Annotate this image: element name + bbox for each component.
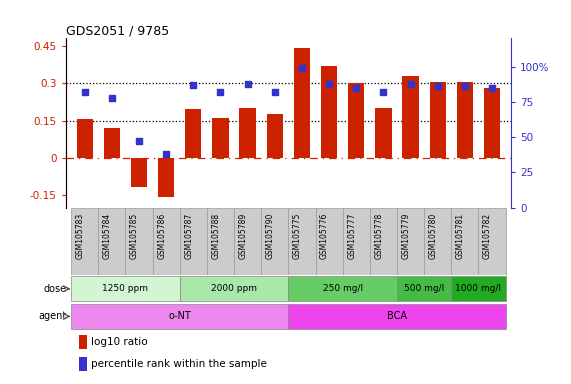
Bar [239, 108, 256, 158]
Point [134, 138, 143, 144]
Bar [98, 208, 126, 275]
Bar [397, 276, 451, 301]
Text: GSM105783: GSM105783 [76, 213, 85, 259]
Point [80, 89, 89, 95]
Text: GSM105787: GSM105787 [184, 213, 194, 259]
Bar [343, 208, 370, 275]
Point [460, 83, 469, 89]
Text: GSM105778: GSM105778 [375, 213, 383, 259]
Bar [79, 335, 87, 349]
Point [433, 83, 443, 89]
Bar [424, 208, 451, 275]
Point [189, 82, 198, 88]
Bar [321, 66, 337, 158]
Point [270, 89, 279, 95]
Bar [451, 276, 505, 301]
Bar [457, 82, 473, 158]
Text: 1250 ppm: 1250 ppm [102, 284, 148, 293]
Bar [403, 76, 419, 158]
Bar [71, 304, 288, 329]
Text: log10 ratio: log10 ratio [91, 337, 147, 347]
Point [297, 65, 307, 71]
Bar [131, 158, 147, 187]
Bar [77, 119, 93, 158]
Bar [180, 276, 288, 301]
Point [488, 85, 497, 91]
Point [216, 89, 225, 95]
Point [107, 94, 116, 101]
Text: GSM105777: GSM105777 [347, 213, 356, 260]
Text: 500 mg/l: 500 mg/l [404, 284, 444, 293]
Text: GSM105788: GSM105788 [211, 213, 220, 259]
Bar [152, 208, 180, 275]
Point [352, 85, 361, 91]
Point [406, 81, 415, 87]
Text: GSM105781: GSM105781 [456, 213, 465, 259]
Text: GSM105785: GSM105785 [130, 213, 139, 259]
Text: percentile rank within the sample: percentile rank within the sample [91, 359, 267, 369]
Text: 2000 ppm: 2000 ppm [211, 284, 257, 293]
Bar [71, 276, 180, 301]
Bar [261, 208, 288, 275]
Bar [267, 114, 283, 158]
Text: GSM105776: GSM105776 [320, 213, 329, 260]
Text: o-NT: o-NT [168, 311, 191, 321]
Text: dose: dose [43, 284, 66, 294]
Text: 1000 mg/l: 1000 mg/l [456, 284, 501, 293]
Bar [71, 208, 98, 275]
Text: BCA: BCA [387, 311, 407, 321]
Text: agent: agent [38, 311, 66, 321]
Bar [397, 208, 424, 275]
Bar [212, 118, 228, 158]
Bar [429, 82, 446, 158]
Bar [294, 48, 310, 158]
Text: 250 mg/l: 250 mg/l [323, 284, 363, 293]
Text: GSM105780: GSM105780 [429, 213, 438, 259]
Point [243, 81, 252, 87]
Text: GDS2051 / 9785: GDS2051 / 9785 [66, 24, 169, 37]
Bar [104, 128, 120, 158]
Bar [158, 158, 174, 197]
Bar [288, 208, 316, 275]
Bar [207, 208, 234, 275]
Bar [288, 304, 505, 329]
Bar [79, 357, 87, 371]
Bar [185, 109, 202, 158]
Text: GSM105789: GSM105789 [239, 213, 248, 259]
Point [379, 89, 388, 95]
Bar [288, 276, 397, 301]
Bar [348, 83, 364, 158]
Bar [316, 208, 343, 275]
Text: GSM105775: GSM105775 [293, 213, 302, 260]
Text: GSM105786: GSM105786 [157, 213, 166, 259]
Bar [126, 208, 152, 275]
Bar [451, 208, 478, 275]
Bar [370, 208, 397, 275]
Bar [234, 208, 261, 275]
Text: GSM105779: GSM105779 [401, 213, 411, 260]
Text: GSM105784: GSM105784 [103, 213, 112, 259]
Bar [478, 208, 505, 275]
Point [162, 151, 171, 157]
Bar [484, 88, 500, 158]
Text: GSM105782: GSM105782 [483, 213, 492, 259]
Text: GSM105790: GSM105790 [266, 213, 275, 260]
Bar [180, 208, 207, 275]
Point [324, 81, 333, 87]
Bar [375, 108, 392, 158]
